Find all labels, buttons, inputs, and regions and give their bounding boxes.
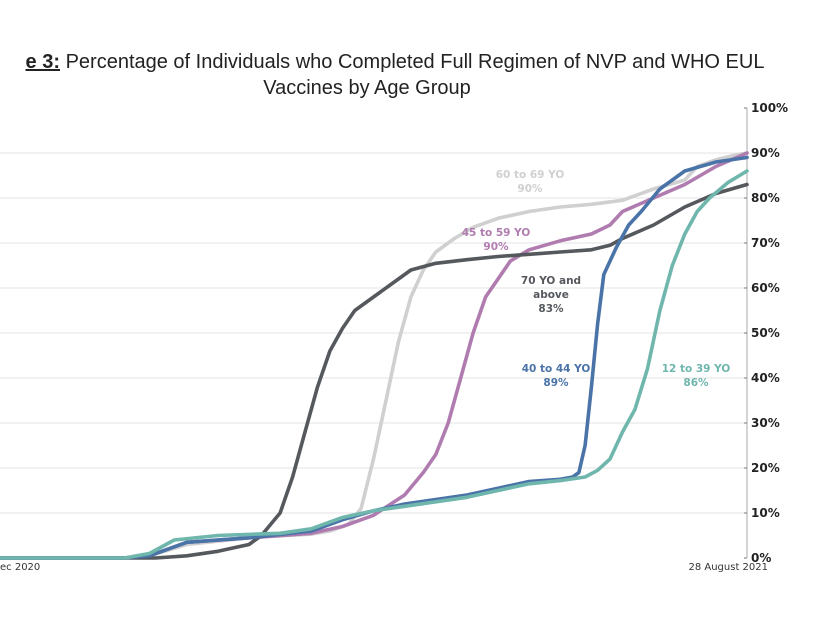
y-axis: 100% 90% 80% 70% 60% 50% 40% 30% 20% 10% 0%	[744, 101, 788, 565]
series-name-label-3: 70 YO and	[521, 275, 581, 287]
series-line-2	[0, 151, 749, 560]
y-tick-label: 80%	[751, 191, 780, 205]
y-tick-label: 20%	[751, 461, 780, 475]
series-line-1	[0, 151, 749, 560]
y-tick-label: 60%	[751, 281, 780, 295]
series-line-5	[0, 169, 749, 560]
series-name-label-4: 40 to 44 YO	[522, 363, 591, 375]
y-tick-label: 40%	[751, 371, 780, 385]
chart-title-line-2: Vaccines by Age Group	[263, 77, 471, 99]
chart-title-line-1: e 3: Percentage of Individuals who Compl…	[26, 51, 765, 73]
series-value-label-2: 90%	[483, 241, 509, 253]
series-value-label-5: 86%	[683, 377, 709, 389]
series-name-label-5: 12 to 39 YO	[662, 363, 731, 375]
y-tick-label: 30%	[751, 416, 780, 430]
series-line-4	[0, 155, 749, 560]
series-labels: 60 to 69 YO 90% 45 to 59 YO 90% 70 YO and abo…	[462, 169, 731, 389]
chart-title-prefix: e 3:	[26, 51, 60, 73]
series-value-label-1: 90%	[517, 183, 543, 195]
x-end-label: 28 August 2021	[688, 562, 768, 573]
y-tick-label: 100%	[751, 101, 788, 115]
series-lines	[0, 151, 749, 560]
x-start-label: ec 2020	[0, 562, 40, 573]
series-name-label-3: above	[533, 289, 569, 301]
series-name-label-1: 60 to 69 YO	[496, 169, 565, 181]
y-tick-label: 70%	[751, 236, 780, 250]
series-value-label-4: 89%	[543, 377, 569, 389]
series-value-label-3: 83%	[538, 303, 564, 315]
series-line-3	[0, 182, 749, 560]
y-tick-label: 90%	[751, 146, 780, 160]
y-tick-label: 0%	[751, 551, 771, 565]
y-tick-label: 50%	[751, 326, 780, 340]
y-tick-label: 10%	[751, 506, 780, 520]
series-name-label-2: 45 to 59 YO	[462, 227, 531, 239]
chart-title-text: Percentage of Individuals who Completed …	[60, 51, 764, 73]
gridlines	[0, 152, 747, 514]
